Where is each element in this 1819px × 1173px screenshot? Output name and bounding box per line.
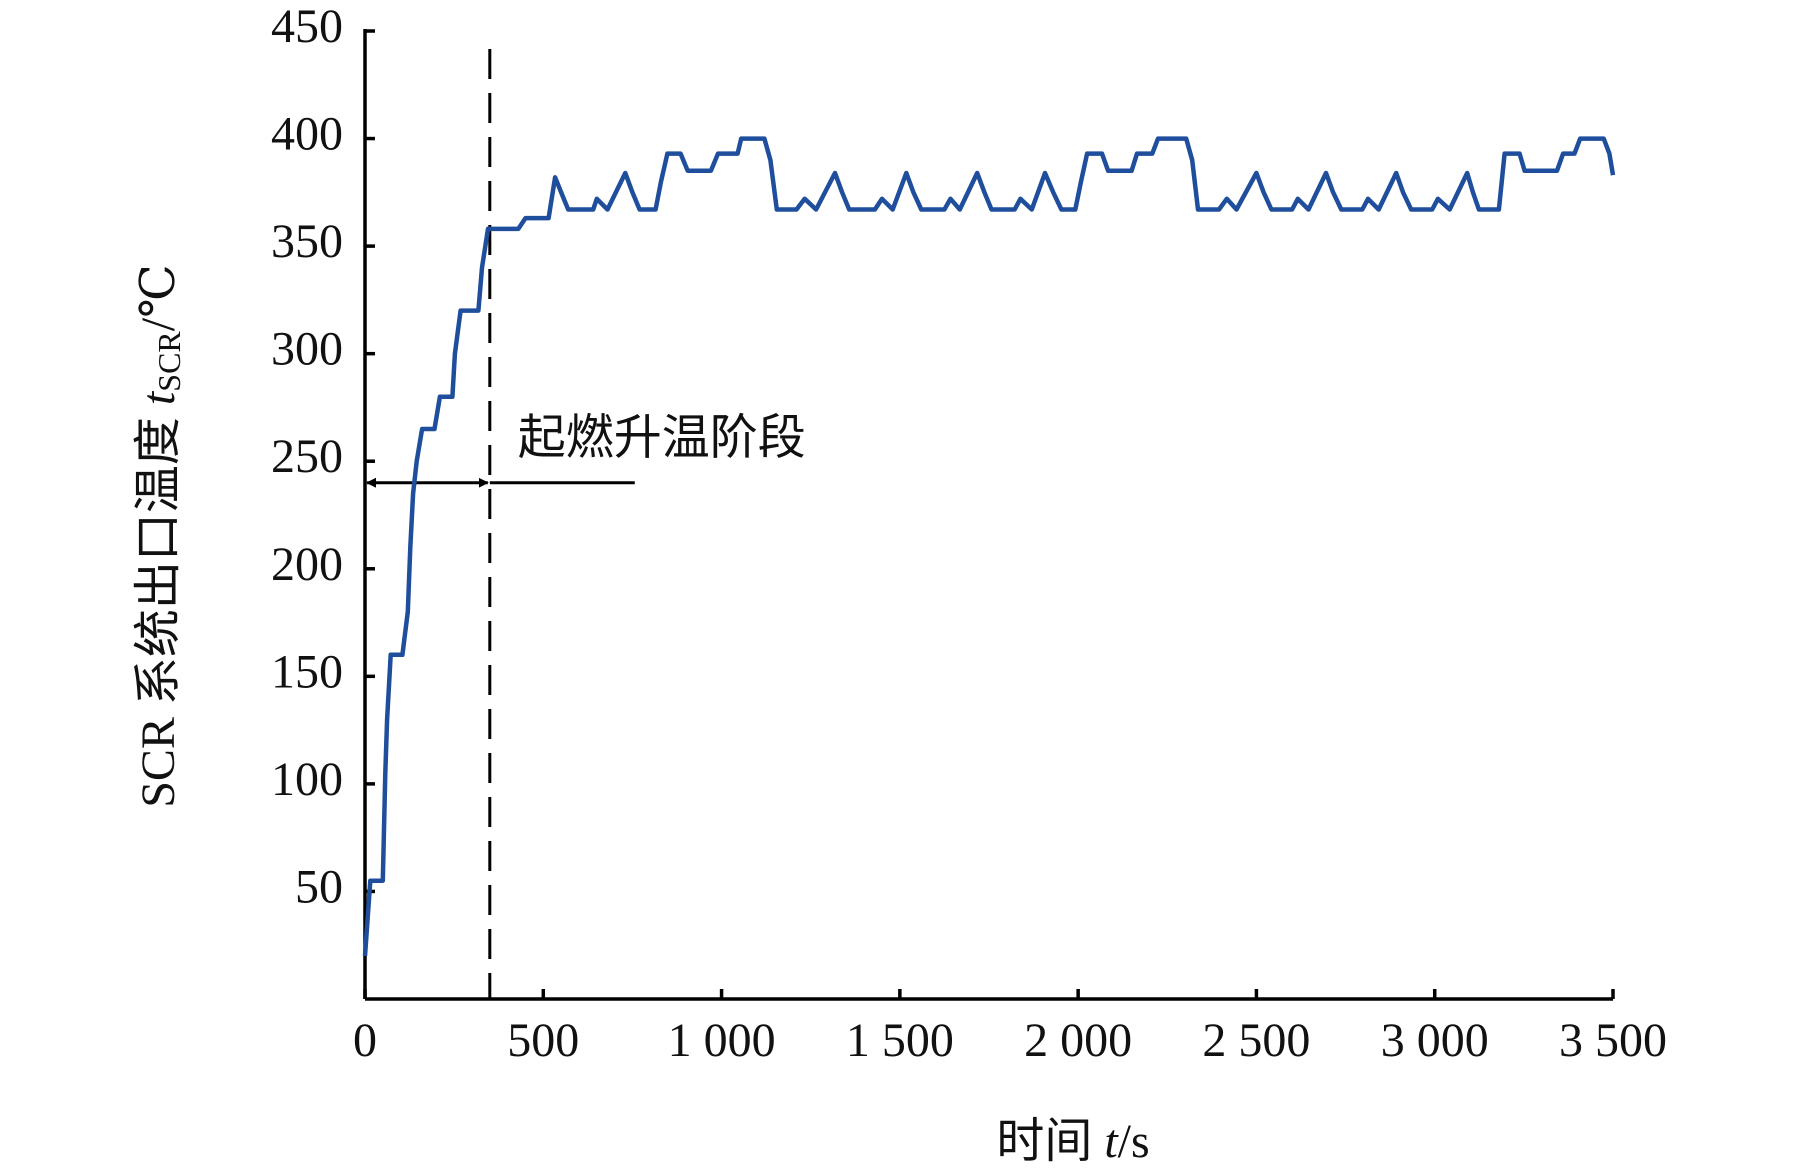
y-tick-label: 150: [271, 645, 343, 698]
x-tick-label: 3 500: [1559, 1014, 1667, 1067]
y-tick-label: 300: [271, 323, 343, 376]
y-tick-label: 50: [295, 860, 343, 913]
y-tick-label: 100: [271, 753, 343, 806]
y-label-text: SCR 系统出口温度: [132, 405, 185, 808]
x-tick-label: 2 000: [1024, 1014, 1132, 1067]
y-label-sub: SCR: [151, 331, 187, 392]
y-label-unit: /℃: [132, 264, 185, 331]
x-tick-label: 0: [353, 1014, 377, 1067]
x-tick-label: 1 000: [668, 1014, 776, 1067]
y-tick-label: 250: [271, 430, 343, 483]
x-label-var: t: [1104, 1115, 1119, 1168]
annotation-text: 起燃升温阶段: [518, 412, 806, 465]
data-line: [362, 136, 1616, 957]
x-tick-label: 500: [507, 1014, 579, 1067]
x-label-text: 时间: [996, 1115, 1104, 1168]
y-axis-label: SCR 系统出口温度 tSCR/℃: [132, 264, 187, 808]
x-label-unit: /s: [1118, 1115, 1150, 1168]
x-tick-label: 1 500: [846, 1014, 954, 1067]
x-tick-label: 2 500: [1202, 1014, 1310, 1067]
y-tick-label: 450: [271, 0, 343, 53]
x-axis-label: 时间 t/s: [996, 1115, 1149, 1168]
y-tick-label: 350: [271, 215, 343, 268]
y-tick-label: 400: [271, 108, 343, 161]
y-label-var: t: [132, 390, 185, 405]
y-tick-label: 200: [271, 538, 343, 591]
x-tick-label: 3 000: [1381, 1014, 1489, 1067]
